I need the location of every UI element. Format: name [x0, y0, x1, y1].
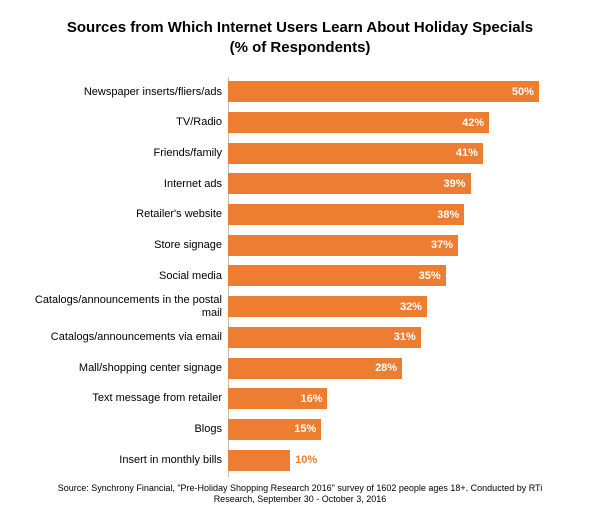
- y-axis-label: TV/Radio: [30, 116, 228, 129]
- bar-row: Internet ads39%: [30, 169, 570, 200]
- y-axis-label: Blogs: [30, 423, 228, 436]
- source-line2: Research, September 30 - October 3, 2016: [214, 494, 387, 504]
- bar-track: 31%: [228, 322, 570, 353]
- bar-row: Social media35%: [30, 261, 570, 292]
- bar-row: Catalogs/announcements via email31%: [30, 322, 570, 353]
- bar-track: 39%: [228, 169, 570, 200]
- y-axis-label: Catalogs/announcements via email: [30, 331, 228, 344]
- bar-value-label: 10%: [295, 454, 317, 466]
- bar: 16%: [228, 388, 327, 409]
- bar: 41%: [228, 143, 483, 164]
- bar-row: Store signage37%: [30, 230, 570, 261]
- bar: 32%: [228, 296, 427, 317]
- y-axis-label: Internet ads: [30, 178, 228, 191]
- bar-row: Friends/family41%: [30, 138, 570, 169]
- bar-row: TV/Radio42%: [30, 107, 570, 138]
- bar-track: 15%: [228, 414, 570, 445]
- bar: 15%: [228, 419, 321, 440]
- bar-row: Retailer's website38%: [30, 199, 570, 230]
- bar-row: Text message from retailer16%: [30, 383, 570, 414]
- bar-track: 38%: [228, 199, 570, 230]
- bar-track: 32%: [228, 291, 570, 322]
- bar-row: Newspaper inserts/fliers/ads50%: [30, 77, 570, 108]
- y-axis-label: Catalogs/announcements in the postal mai…: [30, 294, 228, 319]
- chart-title-line1: Sources from Which Internet Users Learn …: [67, 19, 533, 36]
- chart-title: Sources from Which Internet Users Learn …: [30, 18, 570, 59]
- bar: 50%: [228, 81, 539, 102]
- bar-track: 28%: [228, 353, 570, 384]
- bar-row: Mall/shopping center signage28%: [30, 353, 570, 384]
- bar-track: 37%: [228, 230, 570, 261]
- bar: 38%: [228, 204, 464, 225]
- bar-track: 35%: [228, 261, 570, 292]
- bar-track: 42%: [228, 107, 570, 138]
- chart-container: Sources from Which Internet Users Learn …: [0, 0, 600, 521]
- bar: [228, 450, 290, 471]
- source-note: Source: Synchrony Financial, "Pre-Holida…: [30, 483, 570, 506]
- y-axis-label: Insert in monthly bills: [30, 454, 228, 467]
- bar: 31%: [228, 327, 421, 348]
- bar-row: Insert in monthly bills 10%: [30, 445, 570, 476]
- y-axis-label: Store signage: [30, 239, 228, 252]
- bar-track: 16%: [228, 383, 570, 414]
- bar: 28%: [228, 358, 402, 379]
- bar: 39%: [228, 173, 471, 194]
- y-axis-label: Mall/shopping center signage: [30, 362, 228, 375]
- y-axis-label: Retailer's website: [30, 208, 228, 221]
- y-axis-label: Social media: [30, 270, 228, 283]
- bar-row: Catalogs/announcements in the postal mai…: [30, 291, 570, 322]
- chart-title-line2: (% of Respondents): [230, 39, 371, 56]
- plot-area: Newspaper inserts/fliers/ads50%TV/Radio4…: [30, 77, 570, 477]
- bar: 35%: [228, 265, 446, 286]
- bar-track: 50%: [228, 77, 570, 108]
- bar-row: Blogs15%: [30, 414, 570, 445]
- bar: 42%: [228, 112, 489, 133]
- bar-rows: Newspaper inserts/fliers/ads50%TV/Radio4…: [30, 77, 570, 476]
- source-line1: Source: Synchrony Financial, "Pre-Holida…: [58, 483, 542, 493]
- bar-track: 41%: [228, 138, 570, 169]
- bar: 37%: [228, 235, 458, 256]
- bar-track: 10%: [228, 445, 570, 476]
- y-axis-label: Friends/family: [30, 147, 228, 160]
- y-axis-label: Newspaper inserts/fliers/ads: [30, 86, 228, 99]
- y-axis-label: Text message from retailer: [30, 392, 228, 405]
